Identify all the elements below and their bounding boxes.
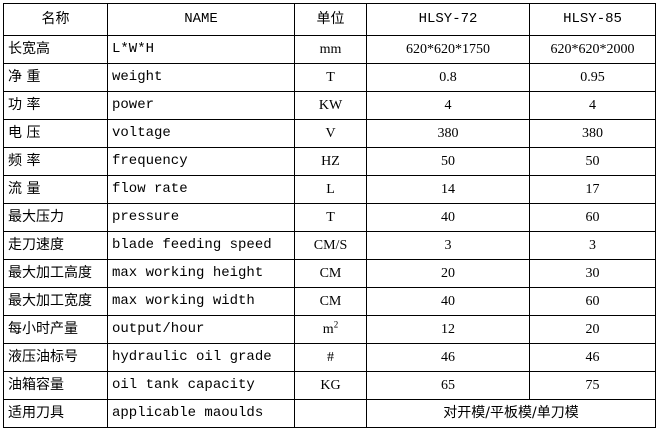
row-value-hlsy85: 60	[529, 203, 656, 232]
row-label-cn: 长宽高	[3, 35, 108, 64]
column-header-hlsy72: HLSY-72	[366, 3, 530, 36]
row-label-cn: 净 重	[3, 63, 108, 92]
row-unit: L	[294, 175, 367, 204]
row-value-hlsy72: 65	[366, 371, 530, 400]
row-value-hlsy72: 40	[366, 287, 530, 316]
machine-specification-table: 名称 NAME 单位 HLSY-72 HLSY-85 长宽高 L*W*H mm …	[3, 3, 656, 428]
row-label-cn: 功 率	[3, 91, 108, 120]
row-value-hlsy85: 380	[529, 119, 656, 148]
row-unit: mm	[294, 35, 367, 64]
table-row: 油箱容量 oil tank capacity KG 65 75	[3, 371, 656, 400]
row-value-hlsy85: 3	[529, 231, 656, 260]
row-unit: CM	[294, 287, 367, 316]
table-row: 最大加工高度 max working height CM 20 30	[3, 259, 656, 288]
row-unit: #	[294, 343, 367, 372]
row-label-en: voltage	[107, 119, 295, 148]
row-label-en: power	[107, 91, 295, 120]
row-label-cn: 最大加工高度	[3, 259, 108, 288]
column-header-name-en: NAME	[107, 3, 295, 36]
table-row: 流 量 flow rate L 14 17	[3, 175, 656, 204]
row-value-hlsy72: 14	[366, 175, 530, 204]
row-label-en: max working width	[107, 287, 295, 316]
row-value-hlsy72: 40	[366, 203, 530, 232]
row-label-en: frequency	[107, 147, 295, 176]
row-value-hlsy72: 380	[366, 119, 530, 148]
column-header-name-cn: 名称	[3, 3, 108, 36]
row-label-en: hydraulic oil grade	[107, 343, 295, 372]
table-row: 功 率 power KW 4 4	[3, 91, 656, 120]
table-row: 最大加工宽度 max working width CM 40 60	[3, 287, 656, 316]
table-row: 液压油标号 hydraulic oil grade # 46 46	[3, 343, 656, 372]
row-unit: T	[294, 203, 367, 232]
row-value-hlsy72: 46	[366, 343, 530, 372]
unit-superscript: 2	[333, 319, 339, 330]
row-label-en: max working height	[107, 259, 295, 288]
row-label-cn: 油箱容量	[3, 371, 108, 400]
table-body: 名称 NAME 单位 HLSY-72 HLSY-85 长宽高 L*W*H mm …	[3, 3, 656, 428]
table-row: 适用刀具 applicable maoulds 对开模/平板模/单刀模	[3, 399, 656, 428]
column-header-hlsy85: HLSY-85	[529, 3, 656, 36]
row-value-hlsy72: 3	[366, 231, 530, 260]
table-row: 最大压力 pressure T 40 60	[3, 203, 656, 232]
row-value-hlsy85: 30	[529, 259, 656, 288]
row-label-en: blade feeding speed	[107, 231, 295, 260]
table-header-row: 名称 NAME 单位 HLSY-72 HLSY-85	[3, 3, 656, 36]
row-value-hlsy72: 12	[366, 315, 530, 344]
row-label-en: applicable maoulds	[107, 399, 295, 428]
row-value-hlsy72: 620*620*1750	[366, 35, 530, 64]
row-value-hlsy72: 0.8	[366, 63, 530, 92]
table-row: 频 率 frequency HZ 50 50	[3, 147, 656, 176]
row-label-en: output/hour	[107, 315, 295, 344]
row-unit: CM/S	[294, 231, 367, 260]
row-label-cn: 走刀速度	[3, 231, 108, 260]
row-value-hlsy85: 4	[529, 91, 656, 120]
row-unit: KW	[294, 91, 367, 120]
row-value-hlsy85: 0.95	[529, 63, 656, 92]
row-unit: m2	[294, 315, 367, 344]
unit-base: m	[322, 322, 334, 337]
row-label-en: weight	[107, 63, 295, 92]
row-label-en: oil tank capacity	[107, 371, 295, 400]
row-label-en: flow rate	[107, 175, 295, 204]
row-label-cn: 电 压	[3, 119, 108, 148]
row-label-cn: 液压油标号	[3, 343, 108, 372]
column-header-unit: 单位	[294, 3, 367, 36]
table-row: 长宽高 L*W*H mm 620*620*1750 620*620*2000	[3, 35, 656, 64]
row-unit: KG	[294, 371, 367, 400]
row-label-cn: 流 量	[3, 175, 108, 204]
row-value-hlsy85: 46	[529, 343, 656, 372]
row-label-cn: 每小时产量	[3, 315, 108, 344]
row-unit: V	[294, 119, 367, 148]
row-value-hlsy85: 75	[529, 371, 656, 400]
row-value-hlsy72: 20	[366, 259, 530, 288]
row-label-cn: 最大加工宽度	[3, 287, 108, 316]
row-label-cn: 适用刀具	[3, 399, 108, 428]
row-value-hlsy72: 50	[366, 147, 530, 176]
row-label-en: L*W*H	[107, 35, 295, 64]
row-label-cn: 频 率	[3, 147, 108, 176]
row-label-cn: 最大压力	[3, 203, 108, 232]
row-value-hlsy85: 17	[529, 175, 656, 204]
row-unit	[294, 399, 367, 428]
row-value-hlsy72: 4	[366, 91, 530, 120]
spec-table-container: 名称 NAME 单位 HLSY-72 HLSY-85 长宽高 L*W*H mm …	[3, 3, 656, 428]
row-label-en: pressure	[107, 203, 295, 232]
row-unit: CM	[294, 259, 367, 288]
row-unit: T	[294, 63, 367, 92]
table-row: 每小时产量 output/hour m2 12 20	[3, 315, 656, 344]
row-unit: HZ	[294, 147, 367, 176]
row-value-hlsy85: 620*620*2000	[529, 35, 656, 64]
table-row: 走刀速度 blade feeding speed CM/S 3 3	[3, 231, 656, 260]
table-row: 电 压 voltage V 380 380	[3, 119, 656, 148]
row-value-merged-moulds: 对开模/平板模/单刀模	[366, 399, 656, 428]
table-row: 净 重 weight T 0.8 0.95	[3, 63, 656, 92]
row-value-hlsy85: 20	[529, 315, 656, 344]
row-value-hlsy85: 50	[529, 147, 656, 176]
row-value-hlsy85: 60	[529, 287, 656, 316]
